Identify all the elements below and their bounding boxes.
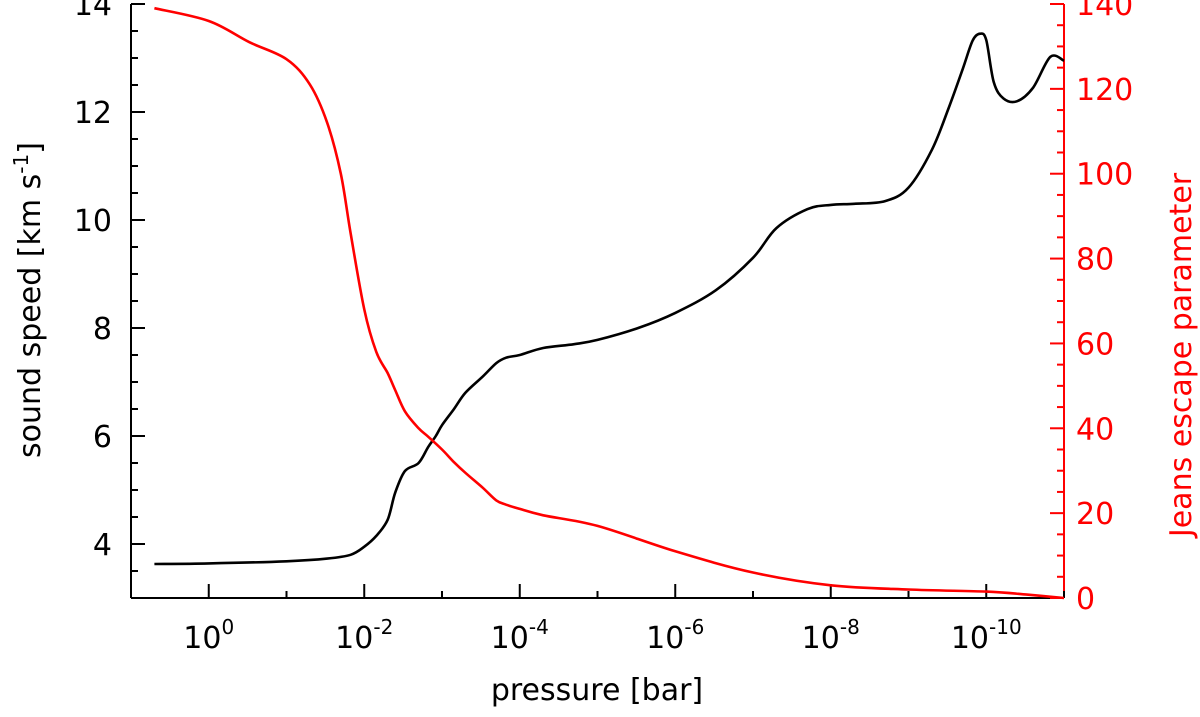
plot-frame [130,4,1065,599]
left-axis-title-exponent: -1 [9,154,33,174]
x-tick-base: 10 [491,621,529,656]
x-tick-exponent: 0 [221,615,234,639]
y-axis-right: 0 20 40 60 80 100 120 140 [1050,0,1133,617]
left-tick-label: 4 [93,528,112,563]
right-axis-title: Jeans escape parameter [1164,172,1199,539]
x-tick-base: 10 [646,621,684,656]
x-tick-label: 10-4 [491,615,549,656]
x-tick-base: 10 [802,621,840,656]
right-tick-label: 80 [1076,243,1114,278]
left-axis-title-close: ] [13,142,48,154]
y-axis-left: 4 6 8 10 12 14 [74,0,145,599]
right-tick-label: 100 [1076,158,1133,193]
left-tick-label: 12 [74,96,112,131]
x-tick-label: 10-8 [802,615,860,656]
x-tick-exponent: -6 [684,615,704,639]
x-tick-label: 100 [183,615,234,656]
right-tick-label: 60 [1076,327,1114,362]
right-tick-label: 40 [1076,412,1114,447]
left-axis-title: sound speed [km s-1] [9,142,48,458]
left-tick-label: 10 [74,204,112,239]
right-tick-label: 120 [1076,73,1133,108]
right-tick-label: 0 [1076,582,1095,617]
left-axis-title-main: sound speed [km s [13,174,48,458]
series-line-jeans-parameter [154,6,1065,600]
left-tick-label: 6 [93,420,112,455]
x-tick-exponent: -10 [989,615,1022,639]
x-tick-base: 10 [335,621,373,656]
x-tick-base: 10 [951,621,989,656]
series-layer [154,6,1065,600]
left-tick-label: 8 [93,312,112,347]
x-tick-label: 10-2 [335,615,393,656]
x-tick-label: 10-6 [646,615,704,656]
x-tick-exponent: -4 [529,615,549,639]
right-tick-label: 20 [1076,497,1114,532]
x-tick-base: 10 [183,621,221,656]
x-tick-exponent: -2 [373,615,393,639]
series-line-sound-speed [154,32,1065,566]
x-tick-label: 10-10 [951,615,1022,656]
x-tick-exponent: -8 [840,615,860,639]
x-axis-title: pressure [bar] [491,673,703,708]
right-tick-label: 140 [1076,0,1133,23]
x-axis: 100 10-2 10-4 10-6 10-8 10-10 [130,584,1065,656]
left-tick-label: 14 [74,0,112,23]
